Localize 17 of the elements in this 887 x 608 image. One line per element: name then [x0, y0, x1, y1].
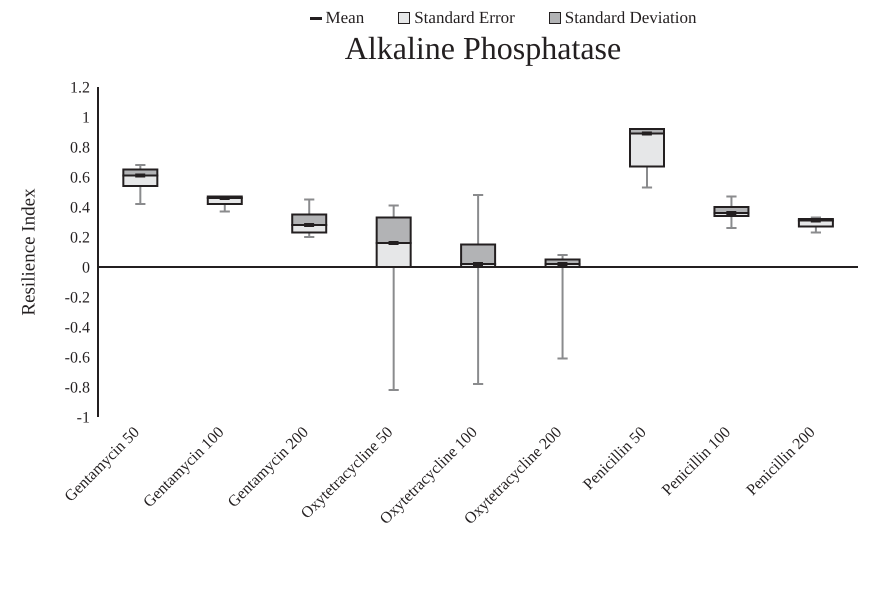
- y-axis-title: Resilience Index: [18, 188, 40, 316]
- legend-label: Standard Error: [414, 8, 515, 28]
- y-tick-label: -0.4: [64, 320, 90, 337]
- y-tick-label: 1: [82, 110, 90, 127]
- legend-label: Mean: [326, 8, 364, 28]
- y-tick-label: -1: [76, 410, 90, 427]
- y-tick-label: 0.2: [70, 230, 90, 247]
- y-tick-label: -0.8: [64, 380, 90, 397]
- y-tick-label: -0.6: [64, 350, 90, 367]
- y-tick-label: 1.2: [70, 80, 90, 97]
- y-tick-label: 0.4: [70, 200, 90, 217]
- y-tick-label: 0.6: [70, 170, 90, 187]
- y-tick-label: 0.8: [70, 140, 90, 157]
- y-tick-label: 0: [82, 260, 90, 277]
- chart-title: Alkaline Phosphatase: [344, 30, 622, 67]
- legend-label: Standard Deviation: [564, 8, 696, 28]
- y-tick-label: -0.2: [64, 290, 90, 307]
